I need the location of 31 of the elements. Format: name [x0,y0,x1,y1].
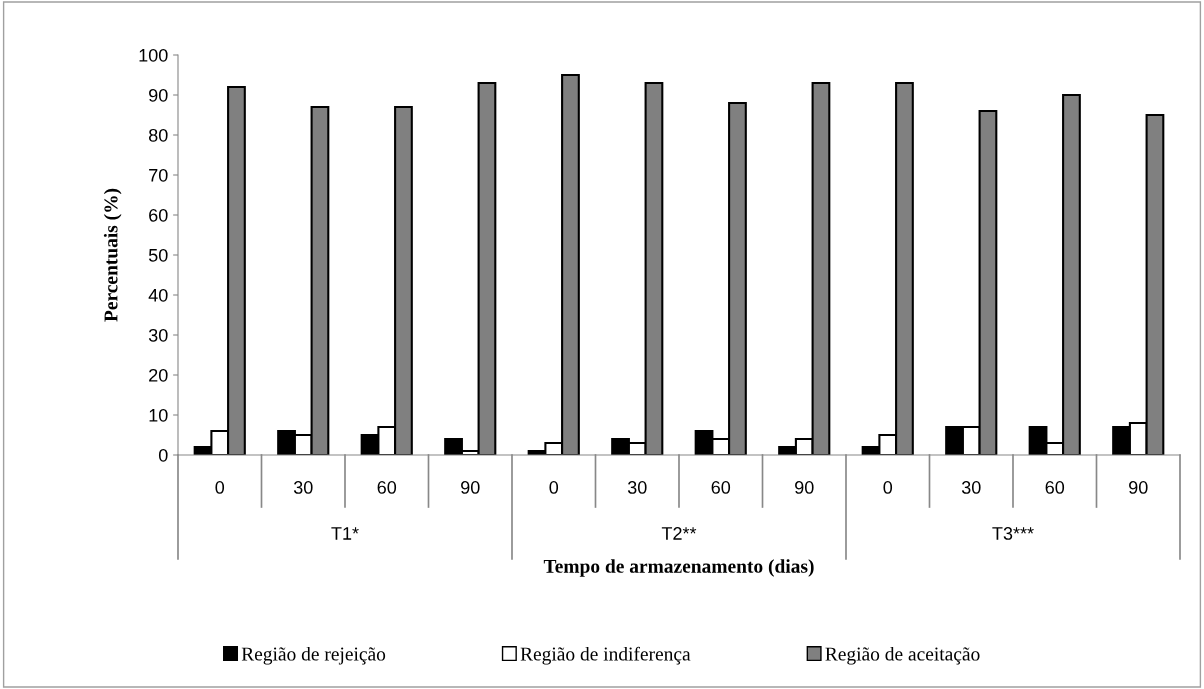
y-tick-label: 90 [149,88,168,102]
x-tick-label: 60 [1045,481,1065,494]
x-tick-label: 30 [961,481,981,494]
x-tick-label: 30 [627,481,647,494]
x-tick-label: 0 [215,481,225,494]
x-axis-title: Tempo de armazenamento (dias) [543,559,814,577]
y-tick-label: 100 [139,48,168,62]
x-tick-label: 90 [795,481,814,494]
y-tick-label: 70 [149,168,168,182]
y-tick-label: 60 [149,208,168,222]
y-tick-label: 0 [158,448,168,462]
text: T3*** [992,527,1034,540]
y-tick-label: 20 [149,368,168,382]
x-tick-label: 60 [711,481,731,494]
y-tick-label: 10 [149,408,168,422]
x-tick-label: 60 [377,481,397,494]
y-tick-label: 80 [148,128,168,142]
text: T2** [661,527,697,540]
y-tick-label: 30 [148,328,168,342]
legend-label: Região de aceitação [825,646,980,665]
x-tick-label: 30 [293,481,313,494]
text: T1* [331,527,359,540]
legend-label: Região de indiferença [520,646,691,665]
y-tick-label: 40 [148,288,168,302]
x-tick-label: 90 [1129,481,1148,494]
y-tick-label: 50 [148,248,168,262]
x-tick-label: 0 [549,481,559,494]
x-tick-label: 90 [461,481,480,494]
legend-label: Região de rejeição [241,646,386,665]
x-tick-label: 0 [883,481,893,494]
y-axis-title: Percentuais (%) [103,188,122,322]
